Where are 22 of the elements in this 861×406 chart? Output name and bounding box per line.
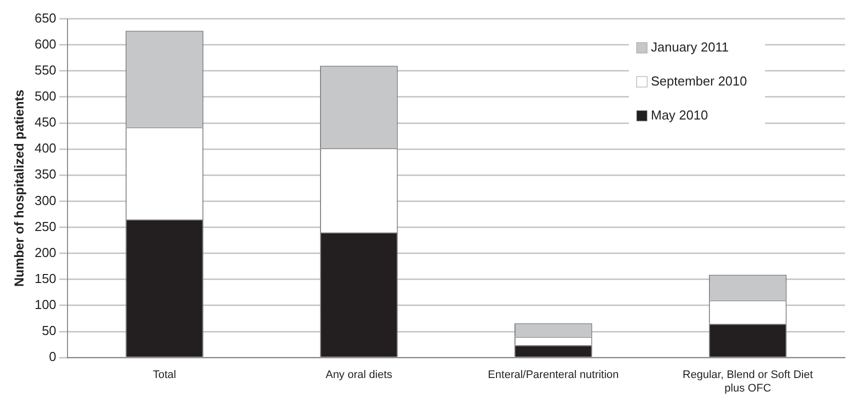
x-tick-label: Enteral/Parenteral nutrition — [488, 369, 619, 382]
y-tick-label: 300 — [34, 192, 56, 208]
y-tick-label: 150 — [34, 270, 56, 286]
y-tick-label: 650 — [34, 10, 56, 26]
y-tick-label: 0 — [49, 349, 56, 364]
x-tick-label: Total — [152, 369, 176, 382]
y-axis-title: Number of hospitalized patients — [11, 90, 26, 287]
y-tick-label: 200 — [34, 244, 56, 260]
y-tick-label: 500 — [34, 88, 56, 104]
legend-label: January 2011 — [650, 39, 729, 54]
legend-label: September 2010 — [650, 73, 747, 88]
y-tick-label: 450 — [34, 114, 56, 130]
y-tick-label: 600 — [34, 36, 56, 52]
y-tick-label: 50 — [42, 323, 56, 338]
legend-label: May 2010 — [650, 107, 708, 122]
y-tick-label: 400 — [34, 140, 56, 156]
y-tick-label: 250 — [34, 218, 56, 234]
y-tick-label: 100 — [34, 297, 56, 312]
y-tick-label: 350 — [34, 166, 56, 182]
y-tick-label: 550 — [34, 62, 56, 78]
x-tick-label: Any oral diets — [326, 369, 393, 382]
x-tick-label: Regular, Blend or Soft Diet plus OFC — [682, 369, 813, 394]
